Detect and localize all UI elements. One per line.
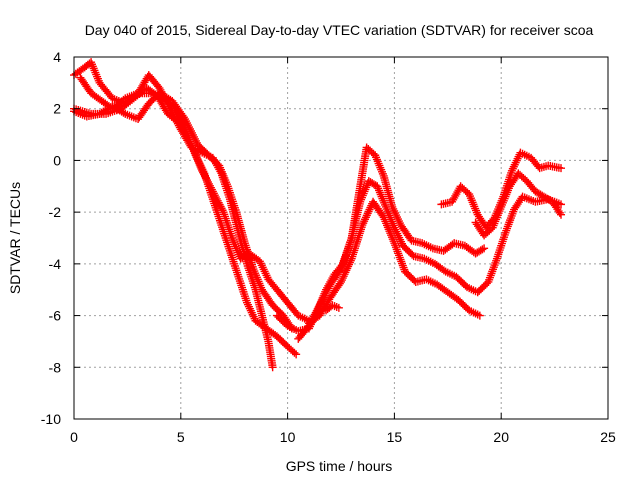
data-point-marker (321, 289, 330, 298)
data-point-marker (207, 185, 216, 194)
data-point-marker (201, 172, 210, 181)
data-point-marker (557, 164, 566, 173)
y-tick-label: -4 (49, 256, 62, 272)
data-point-marker (480, 244, 489, 253)
series-track-9 (471, 169, 566, 240)
x-tick-label: 20 (493, 429, 509, 445)
data-point-marker (186, 139, 195, 148)
data-series (70, 58, 566, 372)
data-point-marker (360, 217, 369, 226)
data-point-marker (268, 363, 277, 372)
data-point-marker (204, 179, 213, 188)
data-point-marker (184, 135, 193, 144)
data-point-marker (183, 133, 192, 142)
x-tick-label: 10 (280, 429, 296, 445)
data-point-marker (214, 198, 223, 207)
data-point-marker (337, 277, 345, 286)
data-point-marker (365, 205, 374, 214)
data-point-marker (557, 200, 566, 209)
data-point-marker (216, 202, 225, 211)
data-point-marker (361, 213, 370, 222)
data-point-marker (364, 207, 373, 216)
data-point-marker (324, 284, 333, 293)
chart-title: Day 040 of 2015, Sidereal Day-to-day VTE… (85, 22, 594, 38)
data-point-marker (208, 187, 217, 196)
data-point-marker (206, 183, 215, 192)
data-point-marker (292, 350, 301, 359)
y-tick-label: -10 (41, 411, 61, 427)
y-tick-label: -8 (49, 359, 62, 375)
x-tick-label: 25 (600, 429, 616, 445)
x-tick-label: 5 (177, 429, 185, 445)
data-point-marker (320, 291, 329, 300)
series-track-6 (294, 177, 566, 343)
data-point-marker (217, 204, 226, 213)
series-track-10 (322, 301, 343, 315)
series-track-7 (304, 197, 484, 328)
y-axis-label: SDTVAR / TECUs (7, 182, 23, 294)
plot-frame (73, 56, 609, 420)
y-tick-label: -6 (49, 308, 62, 324)
data-point-marker (202, 174, 211, 183)
data-point-marker (203, 178, 212, 187)
data-point-marker (343, 264, 352, 273)
data-point-marker (341, 268, 350, 277)
data-point-marker (200, 170, 209, 179)
data-point-marker (475, 311, 484, 320)
data-point-marker (290, 348, 299, 357)
data-point-marker (361, 215, 370, 224)
data-point-marker (358, 221, 367, 230)
data-point-marker (337, 276, 346, 285)
data-point-marker (177, 122, 186, 131)
data-point-marker (212, 194, 221, 203)
x-tick-label: 15 (387, 429, 403, 445)
data-point-marker (345, 260, 354, 269)
y-tick-label: -2 (49, 204, 62, 220)
data-point-marker (215, 200, 224, 209)
data-point-marker (555, 208, 564, 217)
data-point-marker (339, 272, 348, 281)
data-point-marker (180, 127, 189, 136)
data-point-marker (209, 189, 218, 198)
data-point-marker (185, 137, 194, 146)
data-point-marker (346, 256, 355, 265)
data-point-marker (181, 129, 190, 138)
data-point-marker (322, 288, 331, 297)
y-tick-label: 0 (53, 152, 61, 168)
data-point-marker (338, 274, 347, 283)
data-point-marker (478, 245, 487, 254)
data-point-marker (363, 209, 372, 218)
y-tick-label: 4 (53, 49, 61, 65)
data-point-marker (213, 196, 222, 205)
data-point-marker (362, 211, 371, 220)
data-point-marker (205, 181, 214, 190)
data-point-marker (318, 295, 327, 304)
data-point-marker (319, 293, 328, 302)
y-tick-label: 2 (53, 101, 61, 117)
data-point-marker (198, 166, 207, 175)
x-axis-label: GPS time / hours (286, 458, 393, 474)
data-point-marker (211, 193, 220, 202)
data-point-marker (557, 210, 566, 219)
data-point-marker (340, 270, 349, 279)
data-point-marker (179, 125, 188, 134)
data-point-marker (178, 123, 187, 132)
x-tick-label: 0 (70, 429, 78, 445)
data-point-marker (334, 303, 343, 312)
data-point-marker (359, 219, 368, 228)
data-point-marker (342, 266, 351, 275)
data-point-marker (210, 191, 219, 200)
data-point-marker (176, 120, 185, 129)
data-point-marker (218, 206, 227, 215)
data-point-marker (182, 131, 191, 140)
data-point-marker (203, 176, 212, 185)
data-point-marker (199, 168, 208, 177)
series-track-4 (70, 84, 313, 325)
data-point-marker (344, 262, 353, 271)
data-point-marker (345, 258, 354, 267)
data-point-marker (323, 286, 332, 295)
